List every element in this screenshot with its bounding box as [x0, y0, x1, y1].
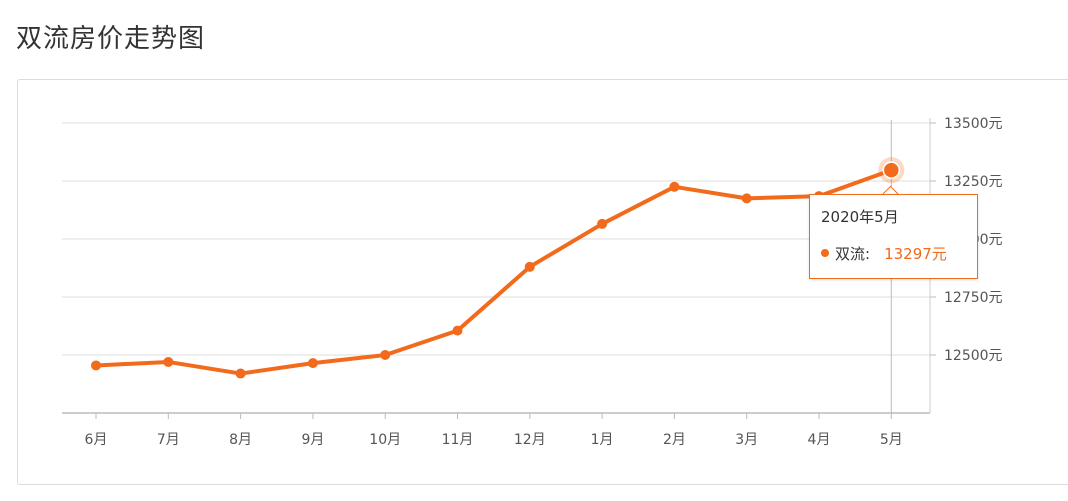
- data-point: [524, 261, 535, 272]
- tooltip: 2020年5月 双流: 13297元: [809, 194, 978, 279]
- tooltip-series-dot: [821, 248, 829, 257]
- x-tick-label: 8月: [229, 432, 252, 448]
- y-tick-label: 13250元: [944, 174, 1003, 190]
- x-axis-labels: 6月 7月 8月 9月 10月 11月 12月 1月 2月 3月 4月 5月: [85, 413, 903, 448]
- data-point-highlighted: [882, 161, 901, 179]
- data-point: [91, 360, 101, 371]
- data-point: [235, 368, 246, 379]
- tooltip-series-name: 双流:: [835, 245, 871, 263]
- x-tick-label: 5月: [880, 432, 903, 448]
- x-tick-label: 2月: [663, 432, 686, 448]
- x-tick-label: 9月: [301, 432, 324, 448]
- data-points: [91, 157, 905, 379]
- tooltip-row: 双流: 13297元: [821, 243, 947, 264]
- series-line-双流: [94, 168, 894, 376]
- x-tick-label: 1月: [591, 432, 614, 448]
- x-tick-label: 11月: [442, 432, 474, 448]
- data-point: [380, 350, 391, 360]
- tooltip-value: 13297元: [884, 245, 947, 263]
- x-tick-label: 3月: [735, 432, 758, 448]
- page-title: 双流房价走势图: [16, 24, 206, 54]
- data-point: [307, 358, 318, 369]
- data-point: [597, 218, 608, 229]
- chart-panel: [17, 79, 1068, 485]
- grid-lines: [62, 118, 936, 414]
- data-point: [452, 325, 463, 336]
- x-tick-label: 12月: [514, 432, 546, 448]
- x-tick-label: 4月: [808, 432, 831, 448]
- x-tick-label: 6月: [85, 432, 108, 448]
- x-tick-label: 7月: [157, 432, 180, 448]
- data-point: [669, 181, 680, 192]
- data-point: [741, 193, 752, 204]
- tooltip-title: 2020年5月: [821, 208, 899, 226]
- data-point: [163, 356, 174, 367]
- series-line: [94, 168, 894, 376]
- y-tick-label: 12500元: [944, 348, 1003, 364]
- x-tick-label: 10月: [369, 432, 401, 448]
- y-tick-label: 13500元: [944, 116, 1003, 132]
- y-tick-label: 12750元: [944, 290, 1003, 306]
